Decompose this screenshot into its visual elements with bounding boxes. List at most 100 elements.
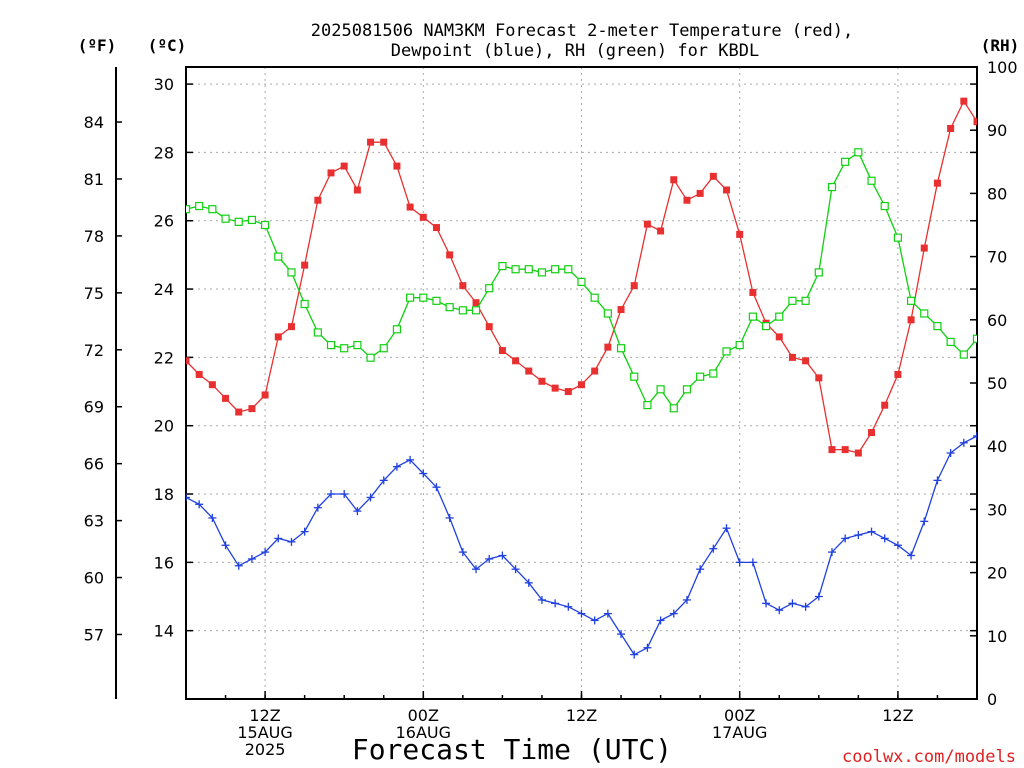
time-tick-label: 15AUG xyxy=(237,723,292,742)
temperature-point xyxy=(881,401,889,409)
rh-point xyxy=(234,217,243,226)
rh-point xyxy=(221,214,230,223)
temperature-point xyxy=(301,261,309,269)
rh-point xyxy=(946,337,955,347)
rh-point xyxy=(419,293,428,302)
temperature-point xyxy=(947,124,955,132)
temperature-point xyxy=(472,299,480,307)
dewpoint-point xyxy=(933,476,942,485)
dewpoint-point xyxy=(247,554,256,563)
rh-point xyxy=(208,205,217,214)
time-tick-label: 12Z xyxy=(566,706,597,725)
temperature-point xyxy=(222,394,230,402)
rh-point xyxy=(590,293,599,302)
dewpoint-point xyxy=(524,578,533,587)
time-tick-label: 17AUG xyxy=(712,723,767,742)
rh-point xyxy=(340,344,349,353)
temperature-point xyxy=(617,306,625,314)
temperature-point xyxy=(512,357,520,365)
dewpoint-point xyxy=(221,541,230,550)
dewpoint-point xyxy=(511,565,520,574)
dewpoint-point xyxy=(274,534,283,543)
temperature-point xyxy=(960,97,968,105)
rh-point xyxy=(630,372,639,381)
dewpoint-point xyxy=(340,490,349,499)
rh-point xyxy=(326,340,336,350)
temperature-point xyxy=(274,333,282,341)
rh-series xyxy=(186,148,977,413)
dewpoint-point xyxy=(735,558,744,567)
rh-point xyxy=(775,312,784,321)
rh-point xyxy=(682,385,692,394)
dewpoint-point xyxy=(696,565,705,574)
temperature-point xyxy=(538,377,546,385)
temperature-point xyxy=(419,213,427,221)
temperature-point xyxy=(485,323,493,331)
dewpoint-point xyxy=(392,462,401,471)
dewpoint-point xyxy=(498,551,507,560)
dewpoint-point xyxy=(551,599,560,608)
temperature-point xyxy=(446,251,454,259)
temperature-point xyxy=(406,203,414,211)
temperature-point xyxy=(208,381,216,389)
dewpoint-point xyxy=(748,558,757,567)
temperature-point xyxy=(815,374,823,382)
dewpoint-series xyxy=(186,431,977,659)
dewpoint-point xyxy=(445,513,454,522)
celsius-tick-label: 26 xyxy=(154,212,174,231)
time-tick-label: 12Z xyxy=(249,706,280,725)
rh-point xyxy=(603,309,612,318)
rh-point xyxy=(735,340,744,350)
temperature-point xyxy=(340,162,348,170)
rh-point xyxy=(274,252,283,261)
fahrenheit-tick-label: 63 xyxy=(84,512,104,531)
temperature-point xyxy=(459,282,467,290)
dewpoint-point xyxy=(630,650,639,659)
temperature-point xyxy=(802,357,810,365)
temperature-point xyxy=(564,388,572,396)
temperature-point xyxy=(393,162,401,170)
temperature-point xyxy=(973,118,977,126)
dewpoint-point xyxy=(208,513,217,522)
temperature-point xyxy=(314,196,322,204)
fahrenheit-tick-label: 57 xyxy=(84,625,104,644)
temperature-series xyxy=(186,97,977,457)
temperature-point xyxy=(591,367,599,375)
dewpoint-point xyxy=(893,541,902,550)
rh-tick-label: 20 xyxy=(987,564,1007,583)
rh-point xyxy=(313,328,322,337)
dewpoint-point xyxy=(959,438,968,447)
rh-point xyxy=(511,265,520,274)
temperature-point xyxy=(868,429,876,437)
rh-unit-label: (RH) xyxy=(981,36,1020,55)
temperature-point xyxy=(186,357,190,365)
rh-point xyxy=(261,220,270,230)
time-tick-label: 00Z xyxy=(724,706,755,725)
dewpoint-point xyxy=(788,599,797,608)
rh-point xyxy=(524,265,533,274)
rh-point xyxy=(788,296,797,305)
rh-point xyxy=(564,265,573,274)
rh-point xyxy=(366,353,375,362)
temperature-point xyxy=(551,384,559,392)
rh-point xyxy=(498,261,507,271)
chart-title: 2025081506 NAM3KM Forecast 2-meter Tempe… xyxy=(311,21,853,61)
temperature-point xyxy=(248,405,256,413)
temperature-point xyxy=(195,370,203,378)
rh-point xyxy=(893,233,903,242)
fahrenheit-tick-label: 84 xyxy=(84,113,104,132)
dewpoint-point xyxy=(327,490,336,499)
temperature-point xyxy=(235,408,243,416)
dewpoint-point xyxy=(722,524,731,533)
fahrenheit-tick-label: 72 xyxy=(84,341,104,360)
rh-point xyxy=(972,334,977,343)
dewpoint-point xyxy=(907,551,916,560)
temperature-point xyxy=(920,244,928,252)
temperature-point xyxy=(788,353,796,361)
celsius-tick-label: 28 xyxy=(154,143,174,162)
title-line-2: Dewpoint (blue), RH (green) for KBDL xyxy=(391,41,759,61)
celsius-axis: 30 28 26 24 22 20 18 16 14 xyxy=(154,75,977,641)
dewpoint-point xyxy=(186,493,190,502)
